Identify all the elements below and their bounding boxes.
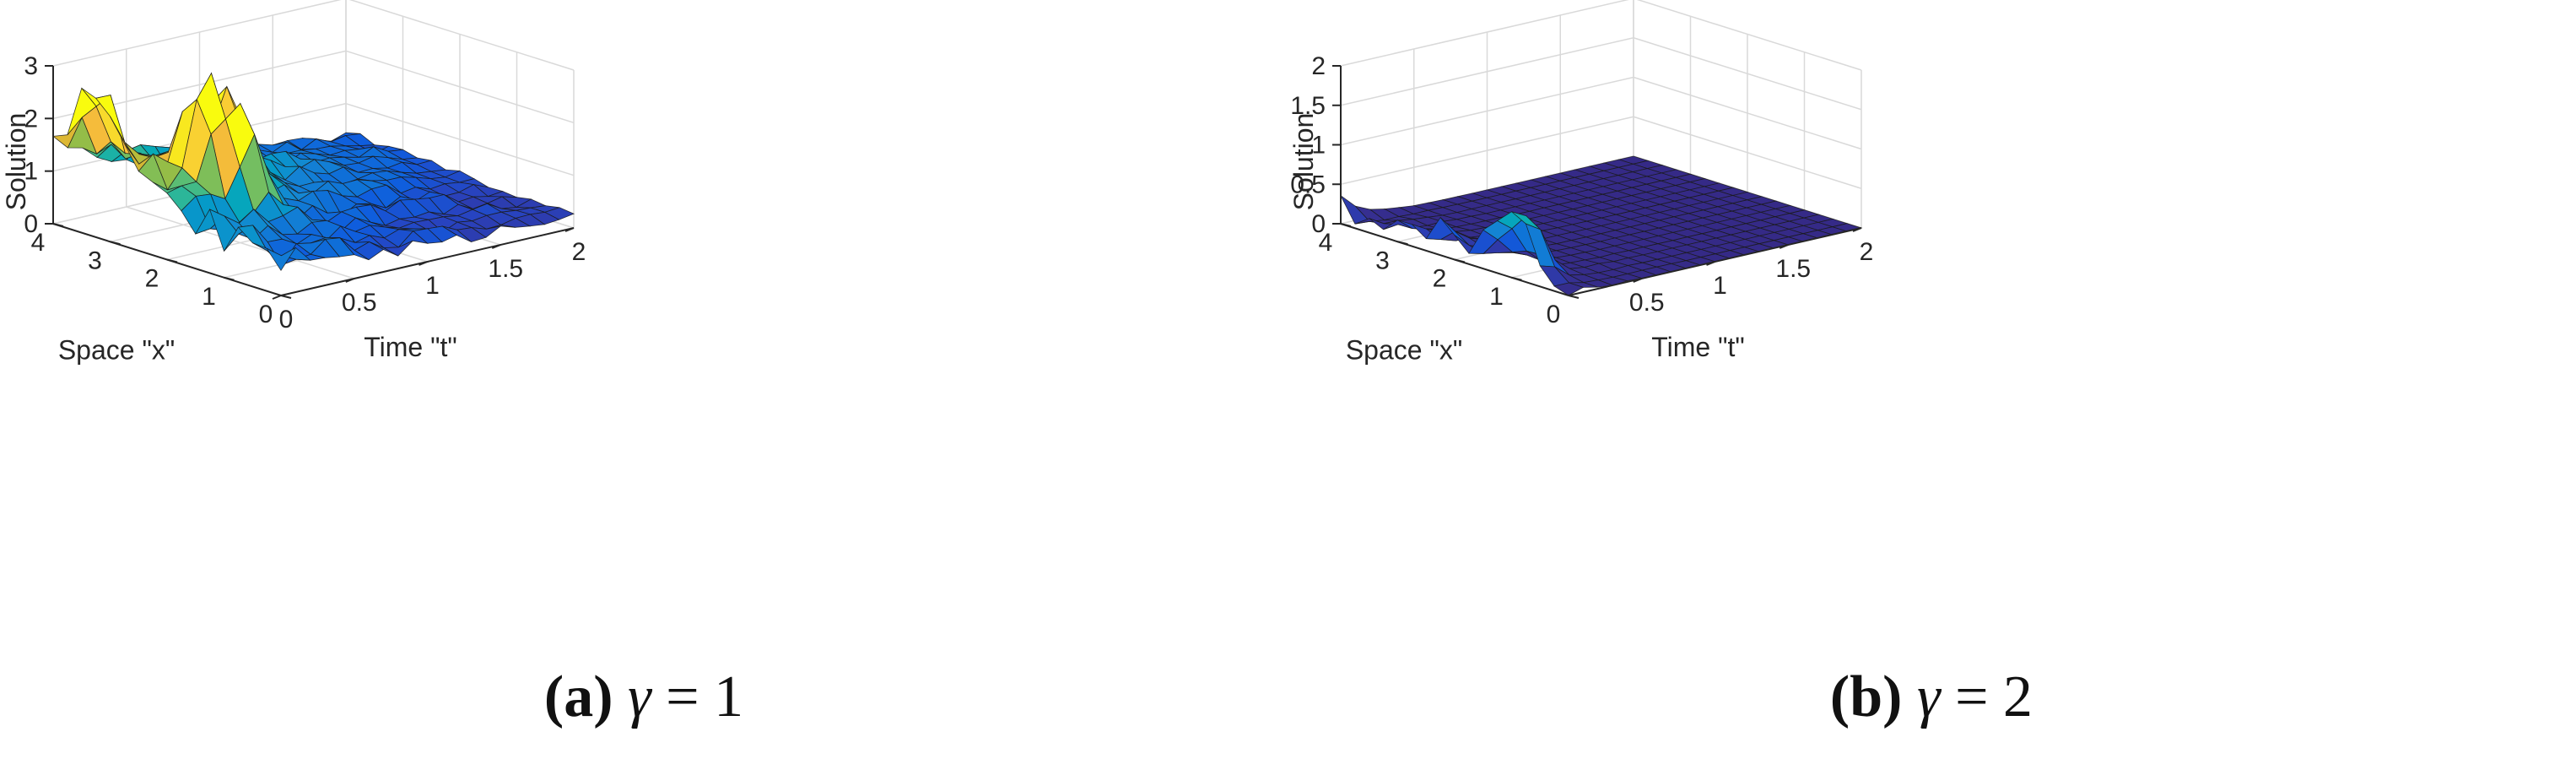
- x-tick: [1397, 241, 1408, 246]
- x-tick-label: 2: [145, 265, 159, 293]
- t-tick: [1852, 227, 1862, 232]
- t-tick: [1633, 278, 1643, 283]
- caption-a: (a) γ = 1: [0, 664, 1288, 731]
- z-tick-label: 0.5: [1290, 171, 1326, 198]
- t-tick-label: 1.5: [1775, 255, 1811, 283]
- tick-labels: 0 1 2 3 4 0.5 1 1.5 2 0 0.5 1 1.5 2: [1290, 52, 1873, 328]
- t-axis-label: Time "t": [364, 332, 456, 362]
- t-tick-label: 2: [572, 238, 586, 266]
- x-tick: [1511, 276, 1522, 281]
- t-axis-label: Time "t": [1651, 332, 1744, 362]
- x-tick-label: 3: [1375, 247, 1390, 274]
- caption-a-eq: = 1: [651, 664, 744, 729]
- z-tick-label: 1.5: [1290, 92, 1326, 120]
- grid-line-back: [52, 0, 342, 67]
- surface: [51, 72, 575, 272]
- x-tick-label: 2: [1433, 265, 1447, 293]
- surface-patch: [1553, 282, 1585, 296]
- surface: [1340, 155, 1863, 296]
- x-tick-label: 4: [1319, 229, 1333, 257]
- t-tick: [272, 295, 282, 300]
- grid-line-side: [345, 50, 575, 124]
- x-tick: [280, 295, 292, 299]
- t-tick: [564, 227, 575, 232]
- grid-line-side: [1633, 37, 1862, 111]
- grid-line-side: [345, 102, 575, 176]
- x-tick: [1454, 258, 1466, 263]
- grid-line-side: [1633, 76, 1862, 150]
- x-tick-label: 4: [31, 229, 46, 257]
- z-tick-label: 1: [24, 158, 38, 186]
- t-tick: [1706, 261, 1715, 266]
- x-tick-label: 3: [88, 247, 102, 274]
- t-tick: [345, 278, 355, 283]
- x-axis-label: Space "x": [1346, 335, 1462, 366]
- t-tick-label: 1: [425, 272, 440, 300]
- x-tick: [224, 276, 235, 281]
- x-tick-label: 1: [1489, 283, 1504, 311]
- axis-labels: Space "x" Time "t" Solution: [1, 113, 457, 366]
- z-tick-label: 0: [1311, 210, 1326, 238]
- x-tick: [1568, 295, 1580, 299]
- t-tick-label: 1.5: [488, 255, 523, 283]
- caption-b: (b) γ = 2: [1288, 664, 2575, 731]
- z-tick-label: 2: [1311, 52, 1326, 80]
- caption-b-label: (b): [1829, 664, 1903, 729]
- t-tick-label: 1: [1713, 272, 1727, 300]
- grid-line-back: [1340, 116, 1634, 185]
- caption-a-label: (a): [543, 664, 613, 729]
- grid-line-side: [1636, 0, 1862, 71]
- x-tick: [1340, 223, 1352, 227]
- x-tick-label: 0: [1547, 301, 1561, 328]
- grid-line-back: [1340, 76, 1634, 146]
- z-axis-label: Solution: [1288, 113, 1319, 211]
- z-tick-label: 0: [24, 210, 38, 238]
- grid-line-floor: [126, 206, 354, 279]
- t-tick-label: 0.5: [342, 289, 377, 317]
- x-axis-label: Space "x": [58, 335, 175, 366]
- grid-line-side: [1633, 116, 1862, 189]
- t-tick-label: 2: [1860, 238, 1874, 266]
- panel-b: 0 1 2 3 4 0.5 1 1.5 2 0 0.5 1 1.5 2 Space "x" Time "t" S…: [1288, 0, 2575, 759]
- t-tick-label: 0: [279, 306, 294, 333]
- axis-labels: Space "x" Time "t" Solution: [1288, 113, 1745, 366]
- grid-line-back: [1340, 0, 1629, 67]
- x-tick: [166, 258, 178, 263]
- surface-patch: [265, 247, 296, 272]
- z-tick-label: 3: [24, 52, 38, 80]
- z-tick-label: 1: [1311, 132, 1326, 160]
- panel-a: 0 1 2 3 4 0 0.5 1 1.5 2 0 1 2 3 Space "x" Time "t" Solut…: [0, 0, 1288, 731]
- x-tick-label: 1: [202, 283, 216, 311]
- grid-line-side: [348, 0, 575, 71]
- t-tick: [1779, 244, 1789, 249]
- t-tick: [491, 244, 501, 249]
- caption-b-eq: = 2: [1940, 664, 2033, 729]
- t-tick-label: 0.5: [1629, 289, 1665, 317]
- caption-a-symbol: γ: [628, 664, 651, 729]
- x-tick-label: 0: [259, 301, 273, 328]
- t-tick: [419, 261, 428, 266]
- grid-line-back: [1340, 37, 1634, 106]
- z-axis-label: Solution: [1, 113, 31, 211]
- z-tick-label: 2: [24, 105, 38, 133]
- x-tick: [52, 223, 64, 227]
- caption-b-symbol: γ: [1916, 664, 1941, 729]
- x-tick: [110, 241, 121, 246]
